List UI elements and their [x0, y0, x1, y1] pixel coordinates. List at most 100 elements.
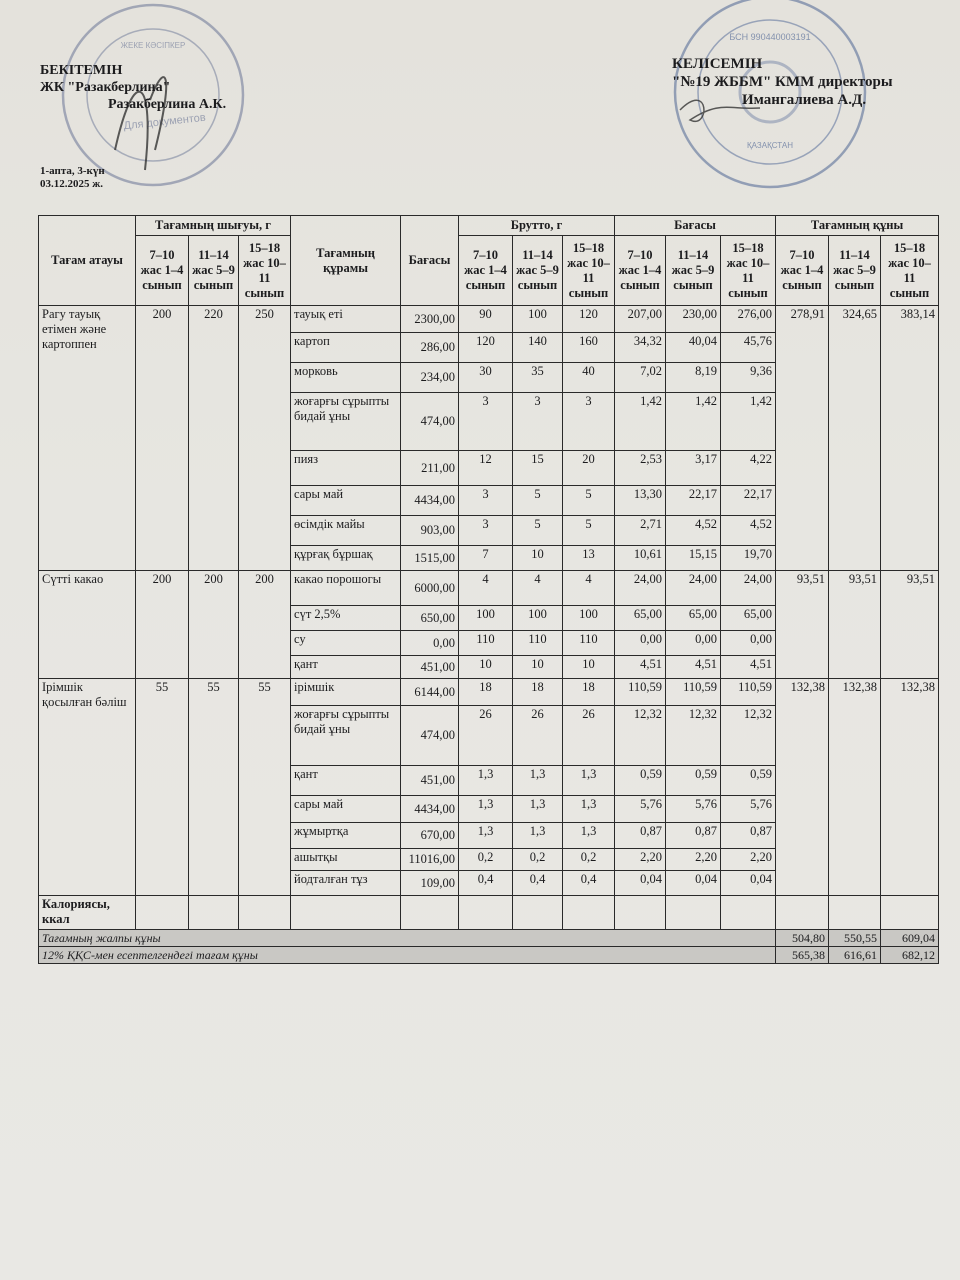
- dish-cost: 132,38: [775, 678, 830, 896]
- ingredient-cost: 12,32: [665, 705, 722, 766]
- header-age-group: 7–10 жас 1–4 сынып: [775, 235, 830, 306]
- ingredient-name: пияз: [290, 450, 402, 486]
- ingredient-cost: 22,17: [665, 485, 722, 516]
- total-row-value: 550,55: [828, 929, 882, 947]
- ingredient-brutto: 120: [562, 305, 616, 333]
- ingredient-cost: 0,59: [665, 765, 722, 796]
- ingredient-brutto: 1,3: [512, 795, 564, 823]
- calories-row: Калориясы, ккал: [38, 895, 940, 930]
- ingredient-cost: 22,17: [720, 485, 777, 516]
- ingredient-brutto: 1,3: [458, 795, 514, 823]
- header-age-group: 11–14 жас 5–9 сынып: [665, 235, 722, 306]
- ingredient-brutto: 10: [512, 545, 564, 571]
- dish-cost: 93,51: [828, 570, 882, 679]
- ingredient-price: 0,00: [400, 630, 460, 656]
- ingredient-cost: 9,36: [720, 362, 777, 393]
- header-age-group: 15–18 жас 10–11 сынып: [720, 235, 777, 306]
- ingredient-brutto: 4: [562, 570, 616, 606]
- calories-cell: [562, 895, 616, 930]
- calories-cell: [720, 895, 777, 930]
- header-age-group: 11–14 жас 5–9 сынып: [512, 235, 564, 306]
- ingredient-cost: 0,59: [720, 765, 777, 796]
- table-row: қант 451,00 1,3 1,3 1,3 0,59 0,59 0,59: [39, 765, 939, 796]
- ingredient-brutto: 5: [512, 515, 564, 546]
- calories-cell: [135, 895, 189, 930]
- ingredient-cost: 12,32: [614, 705, 667, 766]
- table-row: жоғарғы сұрыпты бидай ұны 474,00 26 26 26 12,…: [39, 705, 939, 766]
- ingredient-cost: 2,20: [665, 848, 722, 871]
- ingredient-cost: 8,19: [665, 362, 722, 393]
- ingredient-cost: 0,87: [720, 822, 777, 849]
- ingredient-brutto: 18: [512, 678, 564, 706]
- ingredient-cost: 4,22: [720, 450, 777, 486]
- svg-text:ҚАЗАҚСТАН: ҚАЗАҚСТАН: [747, 141, 793, 150]
- ingredient-cost: 24,00: [665, 570, 722, 606]
- svg-text:ЖЕКЕ КӘСІПКЕР: ЖЕКЕ КӘСІПКЕР: [121, 41, 186, 50]
- ingredient-brutto: 100: [562, 605, 616, 631]
- table-row: өсімдік майы 903,00 3 5 5 2,71 4,52 4,52: [39, 515, 939, 546]
- ingredient-brutto: 10: [562, 655, 616, 679]
- ingredient-cost: 2,71: [614, 515, 667, 546]
- ingredient-name: картоп: [290, 332, 402, 363]
- ingredient-name: ірімшік: [290, 678, 402, 706]
- ingredient-name: морковь: [290, 362, 402, 393]
- ingredient-cost: 0,04: [720, 870, 777, 896]
- approval-right-title: КЕЛІСЕМІН: [672, 56, 763, 72]
- ingredient-name: йодталған тұз: [290, 870, 402, 896]
- ingredient-brutto: 18: [562, 678, 616, 706]
- ingredient-brutto: 1,3: [512, 765, 564, 796]
- ingredient-brutto: 15: [512, 450, 564, 486]
- ingredient-brutto: 3: [562, 392, 616, 451]
- ingredient-cost: 65,00: [665, 605, 722, 631]
- dish-output: 55: [237, 678, 292, 896]
- ingredient-brutto: 1,3: [458, 822, 514, 849]
- ingredient-name: жұмыртқа: [290, 822, 402, 849]
- header-age-group: 15–18 жас 10–11 сынып: [237, 235, 292, 306]
- calories-cell: [665, 895, 722, 930]
- ingredient-price: 286,00: [400, 332, 460, 363]
- ingredient-price: 650,00: [400, 605, 460, 631]
- ingredient-price: 11016,00: [400, 848, 460, 871]
- dish-cost: 324,65: [828, 305, 882, 571]
- vat-row-label: 12% ҚҚС-мен есептелгендегі тағам құны: [37, 946, 777, 964]
- ingredient-brutto: 18: [458, 678, 514, 706]
- total-row-value: 609,04: [880, 929, 940, 947]
- calories-cell: [400, 895, 460, 930]
- header-cost: Тағамның құны: [775, 215, 940, 236]
- dish-name: Сүтті какао: [38, 570, 136, 679]
- ingredient-name: қант: [290, 655, 402, 679]
- ingredient-cost: 0,04: [665, 870, 722, 896]
- ingredient-cost: 4,51: [665, 655, 722, 679]
- approval-right-signatory: Имангалиева А.Д.: [742, 92, 867, 108]
- dish-name: Рагу тауық етімен және картоппен: [38, 305, 136, 571]
- ingredient-brutto: 110: [458, 630, 514, 656]
- stamp-right: БСН 990440003191 ҚАЗАҚСТАН: [673, 0, 867, 189]
- dish-output: 250: [237, 305, 292, 571]
- ingredient-cost: 4,51: [614, 655, 667, 679]
- ingredient-cost: 207,00: [614, 305, 667, 333]
- ingredient-cost: 65,00: [614, 605, 667, 631]
- ingredient-cost: 24,00: [614, 570, 667, 606]
- stamp-left: ЖЕКЕ КӘСІПКЕР Для документов: [61, 3, 245, 187]
- ingredient-name: су: [290, 630, 402, 656]
- approval-left-title: БЕКІТЕМІН: [40, 63, 123, 78]
- approval-left-signatory: Разакберлина А.К.: [108, 97, 227, 112]
- ingredient-name: какао порошогы: [290, 570, 402, 606]
- date: 03.12.2025 ж.: [40, 178, 103, 190]
- ingredient-brutto: 0,2: [562, 848, 616, 871]
- dish-cost: 132,38: [880, 678, 940, 896]
- ingredient-cost: 34,32: [614, 332, 667, 363]
- dish-name: Ірімшік қосылған бәліш: [38, 678, 136, 896]
- header-brutto: Брутто, г: [458, 215, 616, 236]
- ingredient-cost: 110,59: [665, 678, 722, 706]
- ingredient-cost: 276,00: [720, 305, 777, 333]
- header-age-group: 7–10 жас 1–4 сынып: [458, 235, 514, 306]
- ingredient-cost: 65,00: [720, 605, 777, 631]
- total-row-label: Тағамның жалпы құны: [37, 929, 777, 947]
- calories-cell: [512, 895, 564, 930]
- table-row: йодталған тұз 109,00 0,4 0,4 0,4 0,04 0,04 0,04: [39, 870, 939, 896]
- ingredient-cost: 19,70: [720, 545, 777, 571]
- calories-cell: [828, 895, 882, 930]
- ingredient-price: 474,00: [400, 392, 460, 451]
- ingredient-brutto: 10: [512, 655, 564, 679]
